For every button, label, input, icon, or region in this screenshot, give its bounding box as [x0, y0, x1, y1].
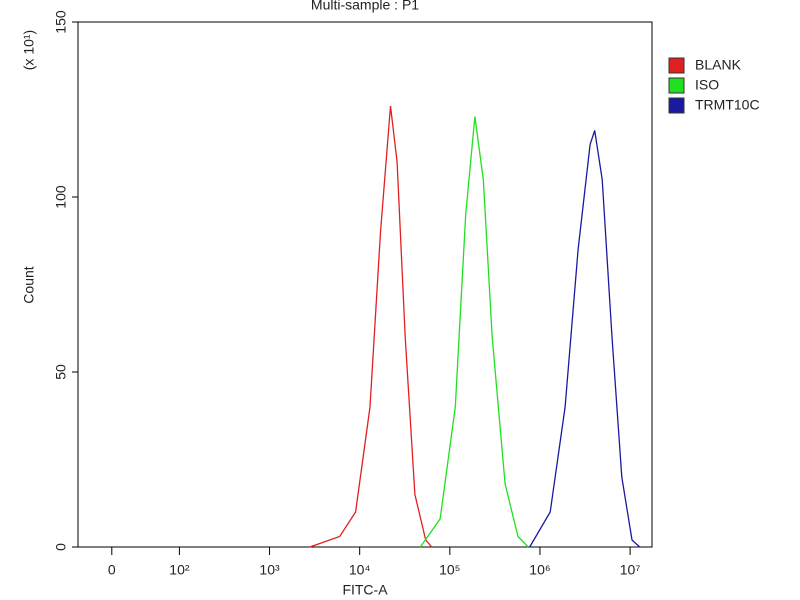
y-tick-label: 100 — [53, 185, 69, 209]
chart-title: Multi-sample : P1 — [311, 0, 419, 13]
y-tick-label: 0 — [53, 543, 69, 551]
legend-swatch — [668, 57, 685, 74]
histogram-line — [309, 105, 433, 548]
legend-label: ISO — [695, 77, 719, 93]
y-axis-label: Count — [21, 266, 37, 303]
x-tick-label: 10⁷ — [620, 562, 641, 578]
x-tick-label: 10³ — [259, 562, 280, 578]
x-tick-label: 10⁵ — [439, 562, 460, 578]
legend-swatch — [668, 97, 685, 114]
y-tick-label: 150 — [53, 10, 69, 34]
x-axis-label: FITC-A — [342, 582, 388, 598]
y-multiplier: (x 10¹) — [21, 30, 37, 70]
x-tick-label: 10⁴ — [349, 562, 371, 578]
legend-label: BLANK — [695, 57, 742, 73]
x-tick-label: 10² — [169, 562, 190, 578]
legend-label: TRMT10C — [695, 97, 760, 113]
histogram-line — [529, 130, 641, 548]
y-tick-label: 50 — [53, 364, 69, 380]
x-tick-label: 0 — [108, 562, 116, 578]
histogram-line — [419, 116, 529, 548]
x-tick-label: 10⁶ — [529, 562, 550, 578]
legend-swatch — [668, 77, 685, 94]
plot-frame — [77, 21, 653, 548]
